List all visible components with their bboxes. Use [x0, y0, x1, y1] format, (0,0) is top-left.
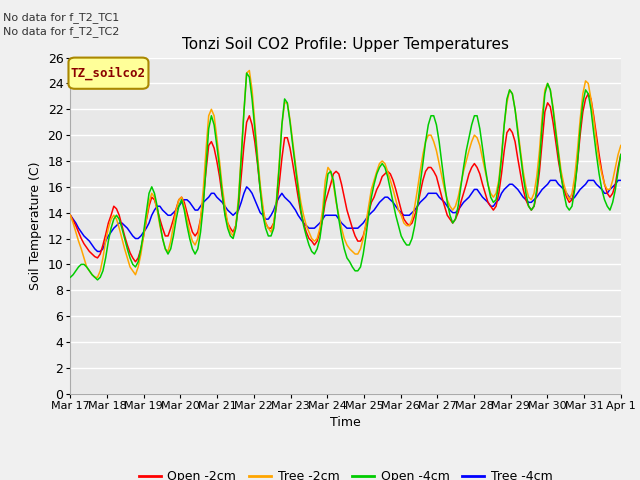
- X-axis label: Time: Time: [330, 416, 361, 429]
- Title: Tonzi Soil CO2 Profile: Upper Temperatures: Tonzi Soil CO2 Profile: Upper Temperatur…: [182, 37, 509, 52]
- Text: TZ_soilco2: TZ_soilco2: [71, 67, 146, 80]
- Y-axis label: Soil Temperature (C): Soil Temperature (C): [29, 161, 42, 290]
- Text: No data for f_T2_TC1: No data for f_T2_TC1: [3, 12, 120, 23]
- Text: No data for f_T2_TC2: No data for f_T2_TC2: [3, 26, 120, 37]
- Legend: Open -2cm, Tree -2cm, Open -4cm, Tree -4cm: Open -2cm, Tree -2cm, Open -4cm, Tree -4…: [134, 465, 557, 480]
